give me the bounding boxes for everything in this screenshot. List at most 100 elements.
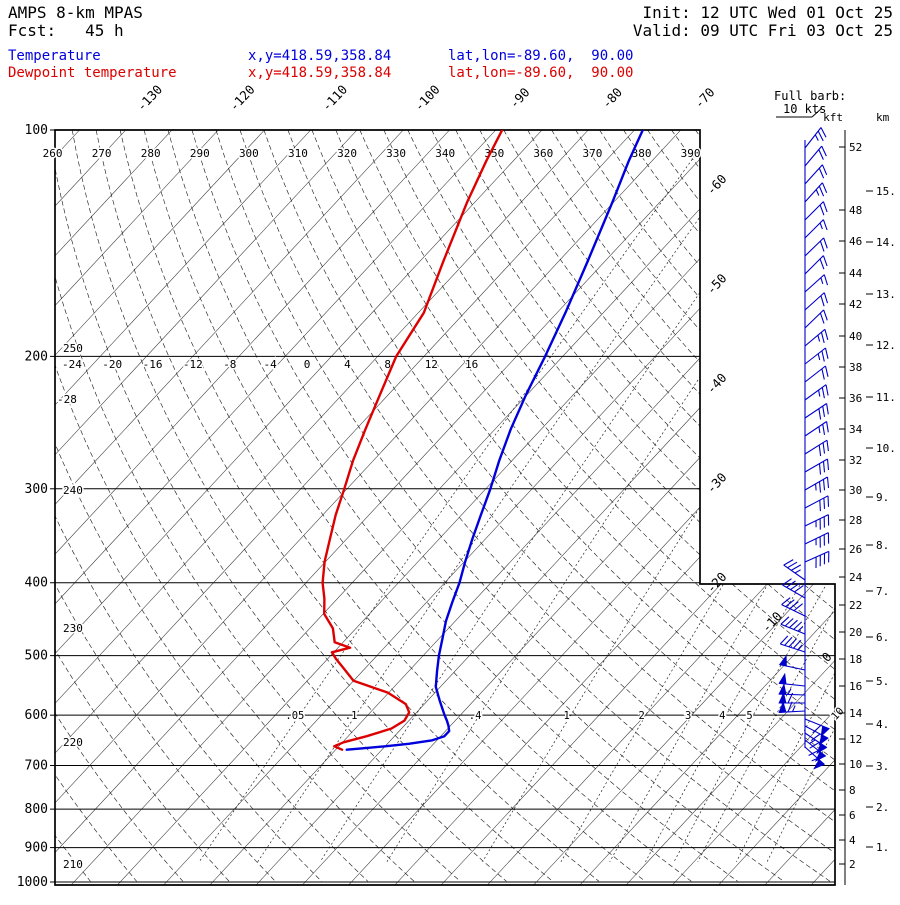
svg-text:30: 30 bbox=[849, 484, 862, 497]
svg-text:2: 2 bbox=[639, 710, 645, 722]
kft-axis-label: kft bbox=[823, 111, 843, 124]
svg-text:1000: 1000 bbox=[17, 875, 48, 890]
svg-text:390: 390 bbox=[681, 147, 701, 160]
temperature-grid-xy: x,y=418.59,358.84 bbox=[248, 48, 391, 64]
svg-text:-16: -16 bbox=[143, 358, 163, 371]
svg-text:3: 3 bbox=[685, 710, 691, 722]
chart-frame bbox=[50, 129, 836, 886]
svg-text:4: 4 bbox=[344, 358, 351, 371]
svg-text:10: 10 bbox=[849, 758, 862, 771]
svg-text:4: 4 bbox=[849, 834, 856, 847]
svg-text:340: 340 bbox=[435, 147, 455, 160]
svg-text:22: 22 bbox=[849, 599, 862, 612]
height-axis: 5248464442403836343230282624222018161412… bbox=[839, 130, 896, 885]
svg-text:-30: -30 bbox=[703, 470, 729, 497]
svg-text:-8: -8 bbox=[223, 358, 236, 371]
svg-text:8: 8 bbox=[849, 784, 856, 797]
svg-text:12: 12 bbox=[425, 358, 438, 371]
svg-text:32: 32 bbox=[849, 454, 862, 467]
svg-text:900: 900 bbox=[25, 841, 48, 856]
svg-text:380: 380 bbox=[632, 147, 652, 160]
svg-text:600: 600 bbox=[25, 708, 48, 723]
svg-text:-80: -80 bbox=[599, 85, 625, 112]
svg-text:.4: .4 bbox=[469, 710, 482, 722]
svg-text:0: 0 bbox=[819, 649, 835, 665]
svg-text:-4: -4 bbox=[264, 358, 278, 371]
svg-text:15.: 15. bbox=[876, 185, 896, 198]
svg-text:-40: -40 bbox=[703, 370, 729, 397]
svg-text:360: 360 bbox=[533, 147, 553, 160]
svg-text:.05: .05 bbox=[285, 710, 304, 722]
svg-text:800: 800 bbox=[25, 802, 48, 817]
svg-text:46: 46 bbox=[849, 235, 862, 248]
svg-text:210: 210 bbox=[63, 858, 83, 871]
svg-text:.1: .1 bbox=[345, 710, 358, 722]
grid-labels: 100 200 300 4 0 0 500 600 700 800 900 1000 -130 -120 -… bbox=[17, 82, 848, 890]
svg-text:330: 330 bbox=[386, 147, 406, 160]
km-axis-label: km bbox=[876, 111, 890, 124]
svg-text:5: 5 bbox=[746, 710, 752, 722]
svg-text:0: 0 bbox=[304, 358, 311, 371]
svg-text:370: 370 bbox=[583, 147, 603, 160]
svg-text:20: 20 bbox=[849, 626, 862, 639]
temperature-latlon: lat,lon=-89.60, 90.00 bbox=[448, 48, 633, 64]
svg-text:-28: -28 bbox=[57, 393, 77, 406]
svg-text:-90: -90 bbox=[506, 85, 532, 112]
svg-text:14.: 14. bbox=[876, 236, 896, 249]
init-time: Init: 12 UTC Wed 01 Oct 25 bbox=[643, 3, 893, 22]
dewpoint-grid-xy: x,y=418.59,358.84 bbox=[248, 65, 391, 81]
svg-text:700: 700 bbox=[25, 759, 48, 774]
svg-text:290: 290 bbox=[190, 147, 210, 160]
wind-barb-column bbox=[776, 107, 830, 770]
svg-text:250: 250 bbox=[63, 342, 83, 355]
svg-text:-110: -110 bbox=[319, 82, 351, 114]
svg-text:500: 500 bbox=[25, 649, 48, 664]
svg-text:28: 28 bbox=[849, 514, 862, 527]
svg-text:-20: -20 bbox=[703, 569, 729, 596]
svg-text:8: 8 bbox=[384, 358, 391, 371]
svg-text:10.: 10. bbox=[876, 442, 896, 455]
svg-text:-50: -50 bbox=[703, 271, 729, 298]
svg-text:38: 38 bbox=[849, 361, 862, 374]
svg-text:-120: -120 bbox=[226, 82, 258, 114]
full-barb-note-line2: 10 kts bbox=[783, 102, 826, 116]
sounding-curves bbox=[321, 130, 644, 751]
svg-text:200: 200 bbox=[25, 349, 48, 364]
dewpoint-legend-label: Dewpoint temperature bbox=[8, 65, 177, 81]
svg-text:52: 52 bbox=[849, 141, 862, 154]
svg-text:3.: 3. bbox=[876, 760, 889, 773]
svg-text:36: 36 bbox=[849, 392, 862, 405]
forecast-hour: Fcst: 45 h bbox=[8, 21, 124, 40]
svg-text:11.: 11. bbox=[876, 391, 896, 404]
svg-text:300: 300 bbox=[239, 147, 259, 160]
svg-text:-24: -24 bbox=[62, 358, 82, 371]
svg-text:16: 16 bbox=[849, 680, 862, 693]
svg-text:9.: 9. bbox=[876, 491, 889, 504]
svg-text:-100: -100 bbox=[411, 82, 443, 114]
svg-text:230: 230 bbox=[63, 622, 83, 635]
svg-text:4: 4 bbox=[719, 710, 725, 722]
svg-text:8.: 8. bbox=[876, 539, 889, 552]
svg-text:40: 40 bbox=[849, 330, 862, 343]
svg-text:1: 1 bbox=[563, 710, 569, 722]
svg-text:320: 320 bbox=[337, 147, 357, 160]
svg-text:260: 260 bbox=[43, 147, 63, 160]
svg-text:2.: 2. bbox=[876, 801, 889, 814]
svg-text:300: 300 bbox=[25, 482, 48, 497]
svg-text:-20: -20 bbox=[102, 358, 122, 371]
dewpoint-latlon: lat,lon=-89.60, 90.00 bbox=[448, 65, 633, 81]
full-barb-note-line1: Full barb: bbox=[774, 89, 846, 103]
model-title: AMPS 8-km MPAS bbox=[8, 3, 143, 22]
svg-text:48: 48 bbox=[849, 204, 862, 217]
svg-text:220: 220 bbox=[63, 736, 83, 749]
svg-text:5.: 5. bbox=[876, 675, 889, 688]
valid-time: Valid: 09 UTC Fri 03 Oct 25 bbox=[633, 21, 893, 40]
svg-text:26: 26 bbox=[849, 543, 862, 556]
svg-text:6.: 6. bbox=[876, 631, 889, 644]
svg-text:34: 34 bbox=[849, 423, 863, 436]
svg-text:100: 100 bbox=[25, 123, 48, 138]
svg-text:-70: -70 bbox=[691, 85, 717, 112]
svg-text:12.: 12. bbox=[876, 339, 896, 352]
svg-text:-130: -130 bbox=[134, 82, 166, 114]
